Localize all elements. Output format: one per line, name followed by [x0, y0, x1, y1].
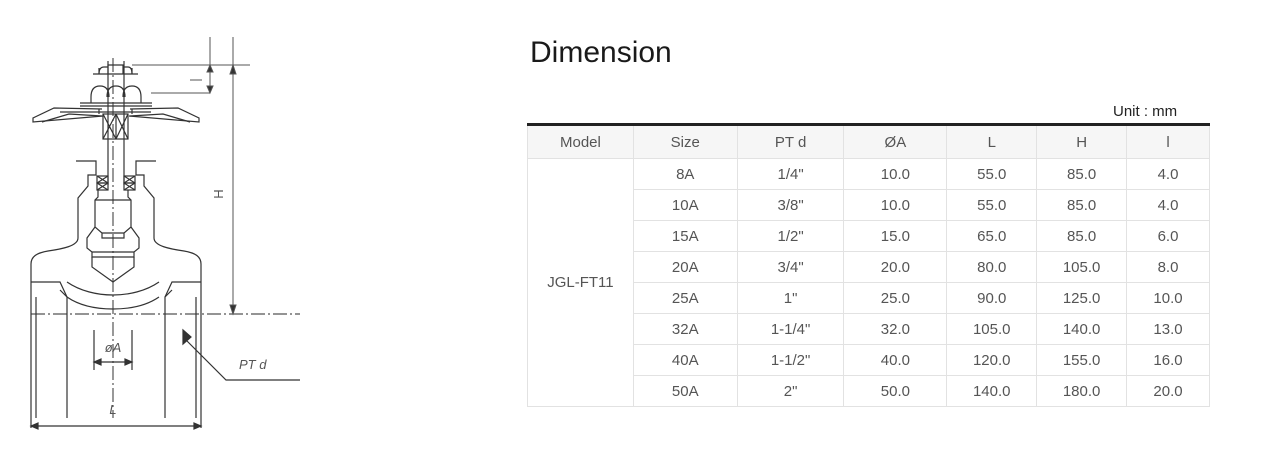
- svg-text:PT d: PT d: [239, 357, 267, 372]
- svg-text:H: H: [211, 189, 226, 198]
- svg-text:øA: øA: [105, 340, 122, 355]
- svg-text:L: L: [109, 402, 116, 417]
